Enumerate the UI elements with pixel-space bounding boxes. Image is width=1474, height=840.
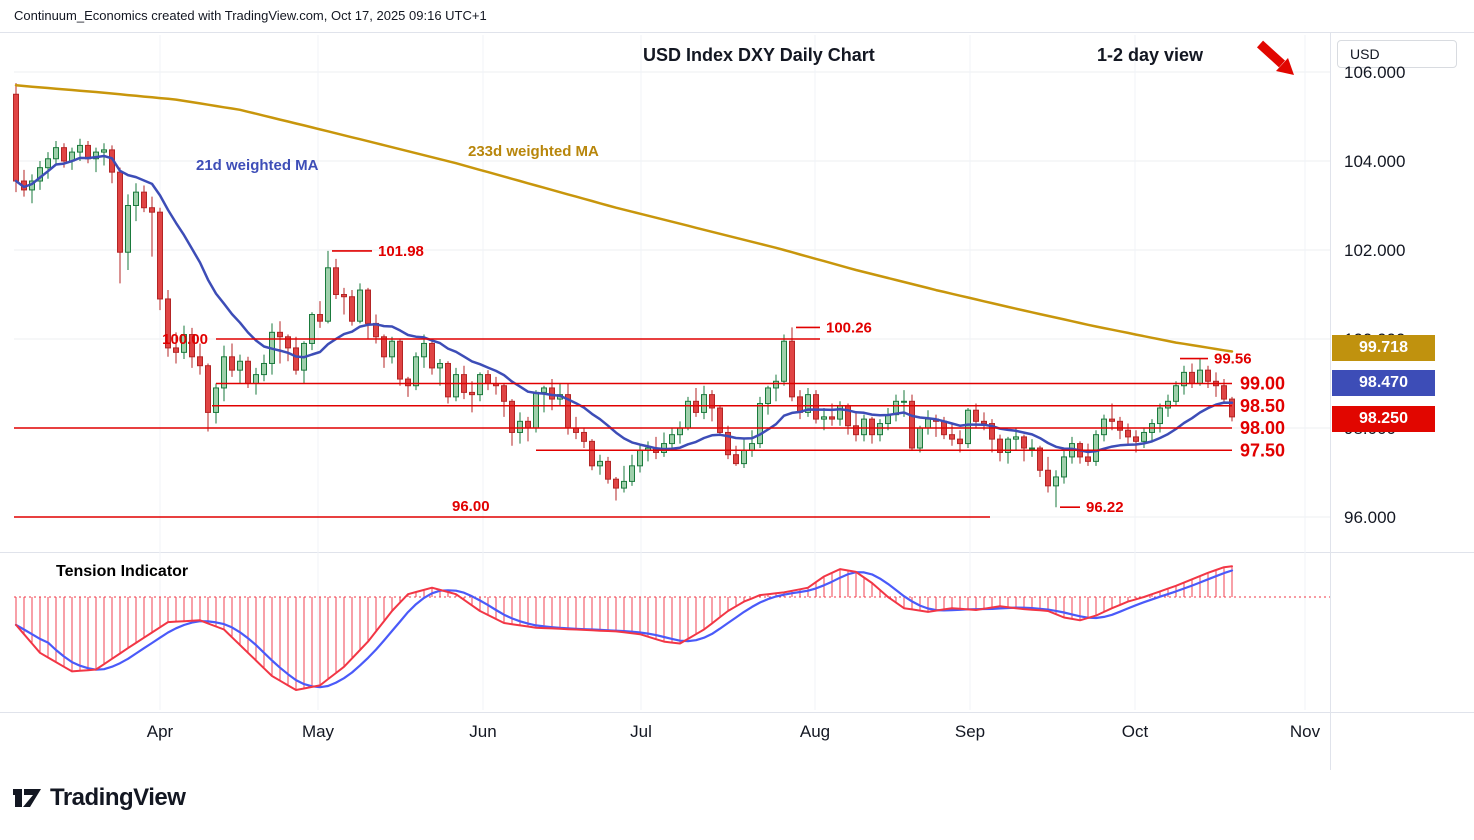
level-label: 99.56 — [1214, 351, 1252, 368]
ma233-value-badge: 99.718 — [1332, 335, 1435, 361]
level-label: 99.00 — [1240, 374, 1285, 394]
tension-slow-line — [14, 569, 1234, 689]
currency-dropdown[interactable]: USD — [1337, 40, 1457, 68]
tension-hatch — [15, 566, 1233, 690]
level-label: 98.00 — [1240, 418, 1285, 438]
attribution-text: Continuum_Economics created with Trading… — [14, 8, 487, 23]
time-axis-label: Jun — [469, 722, 497, 741]
tradingview-logo[interactable]: TradingView — [12, 784, 186, 812]
time-axis-label: Jul — [630, 722, 652, 741]
price-axis-label: 96.000 — [1344, 508, 1396, 527]
price-axis-label: 102.000 — [1344, 241, 1406, 260]
ma233-line — [14, 84, 1234, 353]
level-label: 100.00 — [162, 331, 208, 348]
level-label: 101.98 — [378, 243, 424, 260]
ma21-value-badge: 98.470 — [1332, 370, 1435, 396]
tradingview-logo-icon — [13, 789, 41, 807]
level-label: 96.00 — [452, 498, 490, 515]
time-axis-label: Apr — [146, 722, 174, 741]
time-axis-label: Sep — [954, 722, 986, 741]
down-right-arrow-icon — [1253, 37, 1299, 86]
view-horizon-label: 1-2 day view — [1097, 45, 1204, 65]
price-axis-label: 104.000 — [1344, 152, 1406, 171]
price-axis-label: 106.000 — [1344, 63, 1406, 82]
tradingview-logo-text: TradingView — [50, 784, 186, 811]
pane-separator[interactable] — [0, 552, 1474, 553]
ma233-annotation: 233d weighted MA — [468, 143, 599, 160]
tension-indicator-title: Tension Indicator — [56, 563, 189, 580]
level-label: 96.22 — [1086, 499, 1124, 516]
time-axis-label: Nov — [1289, 722, 1321, 741]
tension-fast-line — [15, 565, 1233, 691]
chart-title: USD Index DXY Daily Chart — [643, 45, 875, 65]
price-axis-separator — [1330, 32, 1331, 770]
last-price-badge: 98.250 — [1332, 406, 1435, 432]
level-label: 98.50 — [1240, 396, 1285, 416]
support-resistance-levels: 101.98 100.26 100.00 99.56 99.0098.5098.0097… — [14, 243, 1285, 518]
time-axis-label: May — [301, 722, 335, 741]
level-label: 100.26 — [826, 319, 872, 336]
time-axis-separator — [0, 712, 1474, 713]
ma21-line — [14, 154, 1234, 454]
time-axis-label: Aug — [799, 722, 831, 741]
level-label: 97.50 — [1240, 440, 1285, 460]
time-axis-label: Oct — [1121, 722, 1149, 741]
top-separator — [0, 32, 1474, 33]
ma21-annotation: 21d weighted MA — [196, 157, 319, 174]
